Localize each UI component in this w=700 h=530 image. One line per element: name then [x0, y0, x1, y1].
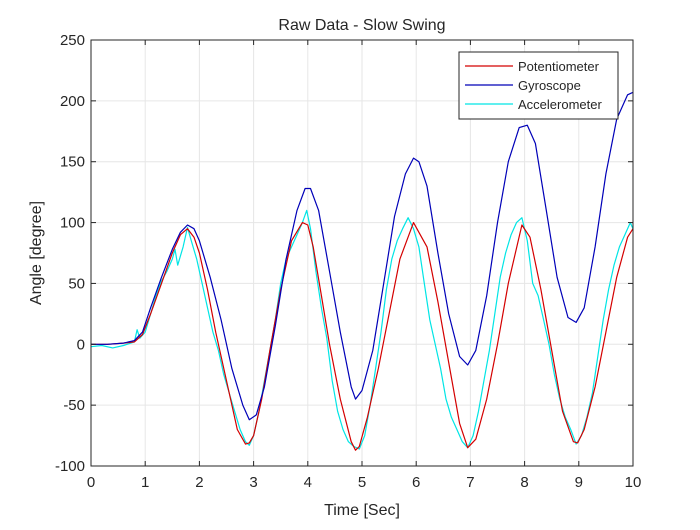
ticks: 0 1 2 3 4 5 6 7 8 9 10 -100 -50 0 50 100 150 200 250 — [55, 32, 641, 491]
chart-title: Raw Data - Slow Swing — [278, 17, 445, 34]
x-tick-label: 9 — [575, 474, 583, 491]
x-tick-label: 6 — [412, 474, 420, 491]
series-line-accelerometer — [90, 209, 634, 450]
legend: Potentiometer Gyroscope Accelerometer — [458, 51, 619, 120]
x-tick-label: 2 — [195, 474, 203, 491]
y-tick-label: 150 — [60, 154, 85, 171]
legend-label-gyroscope: Gyroscope — [518, 78, 581, 93]
x-tick-label: 0 — [87, 474, 95, 491]
legend-label-accelerometer: Accelerometer — [518, 97, 602, 112]
legend-label-potentiometer: Potentiometer — [518, 59, 600, 74]
series-line-potentiometer — [91, 222, 634, 451]
y-tick-label: 200 — [60, 93, 85, 110]
series-group — [90, 91, 634, 451]
y-tick-label: 250 — [60, 32, 85, 49]
y-axis-label: Angle [degree] — [28, 201, 45, 305]
x-tick-label: 5 — [358, 474, 366, 491]
x-tick-label: 1 — [141, 474, 149, 491]
x-tick-label: 3 — [249, 474, 257, 491]
x-tick-label: 8 — [520, 474, 528, 491]
x-tick-label: 10 — [625, 474, 642, 491]
y-tick-label: -100 — [55, 458, 85, 475]
y-tick-label: 0 — [77, 336, 85, 353]
y-tick-label: 50 — [68, 275, 85, 292]
x-tick-label: 4 — [304, 474, 312, 491]
y-tick-label: 100 — [60, 215, 85, 232]
x-axis-label: Time [Sec] — [324, 502, 400, 519]
y-tick-label: -50 — [63, 397, 85, 414]
series-line-gyroscope — [91, 91, 634, 421]
x-tick-label: 7 — [466, 474, 474, 491]
